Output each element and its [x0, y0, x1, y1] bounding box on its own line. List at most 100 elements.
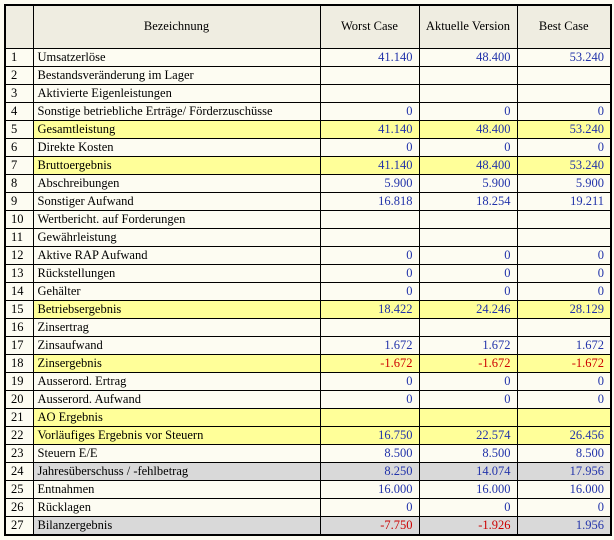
- aktuelle-version-cell[interactable]: 0: [418, 138, 518, 157]
- best-case-cell[interactable]: 19.211: [516, 192, 612, 211]
- row-label-cell[interactable]: Bilanzergebnis: [32, 516, 321, 536]
- aktuelle-version-cell[interactable]: 14.074: [418, 462, 518, 481]
- worst-case-cell[interactable]: 5.900: [319, 174, 420, 193]
- row-label-cell[interactable]: Betriebsergebnis: [32, 300, 321, 319]
- row-number-cell[interactable]: 18: [4, 354, 34, 373]
- aktuelle-version-cell[interactable]: 48.400: [418, 48, 518, 67]
- worst-case-cell[interactable]: 0: [319, 372, 420, 391]
- column-header-aktuelle-version[interactable]: Aktuelle Version: [418, 4, 518, 49]
- row-label-cell[interactable]: Gewährleistung: [32, 228, 321, 247]
- row-label-cell[interactable]: Ausserord. Aufwand: [32, 390, 321, 409]
- aktuelle-version-cell[interactable]: [418, 228, 518, 247]
- row-label-cell[interactable]: Gehälter: [32, 282, 321, 301]
- row-number-cell[interactable]: 17: [4, 336, 34, 355]
- row-label-cell[interactable]: Zinsertrag: [32, 318, 321, 337]
- worst-case-cell[interactable]: [319, 228, 420, 247]
- worst-case-cell[interactable]: 18.422: [319, 300, 420, 319]
- best-case-cell[interactable]: 0: [516, 498, 612, 517]
- best-case-cell[interactable]: 8.500: [516, 444, 612, 463]
- column-header-best-case[interactable]: Best Case: [516, 4, 612, 49]
- worst-case-cell[interactable]: 41.140: [319, 120, 420, 139]
- row-number-cell[interactable]: 20: [4, 390, 34, 409]
- aktuelle-version-cell[interactable]: 1.672: [418, 336, 518, 355]
- aktuelle-version-cell[interactable]: 22.574: [418, 426, 518, 445]
- column-header-bezeichnung[interactable]: Bezeichnung: [32, 4, 321, 49]
- best-case-cell[interactable]: 0: [516, 282, 612, 301]
- row-label-cell[interactable]: Zinsergebnis: [32, 354, 321, 373]
- best-case-cell[interactable]: 0: [516, 390, 612, 409]
- best-case-cell[interactable]: 17.956: [516, 462, 612, 481]
- row-number-cell[interactable]: 6: [4, 138, 34, 157]
- row-number-cell[interactable]: 1: [4, 48, 34, 67]
- worst-case-cell[interactable]: 0: [319, 390, 420, 409]
- row-number-cell[interactable]: 19: [4, 372, 34, 391]
- row-label-cell[interactable]: Direkte Kosten: [32, 138, 321, 157]
- worst-case-cell[interactable]: 41.140: [319, 156, 420, 175]
- row-number-cell[interactable]: 15: [4, 300, 34, 319]
- worst-case-cell[interactable]: 16.818: [319, 192, 420, 211]
- aktuelle-version-cell[interactable]: 0: [418, 282, 518, 301]
- worst-case-cell[interactable]: 0: [319, 138, 420, 157]
- row-label-cell[interactable]: Bruttoergebnis: [32, 156, 321, 175]
- worst-case-cell[interactable]: 0: [319, 246, 420, 265]
- row-label-cell[interactable]: Sonstiger Aufwand: [32, 192, 321, 211]
- row-number-cell[interactable]: 5: [4, 120, 34, 139]
- row-number-cell[interactable]: 27: [4, 516, 34, 536]
- worst-case-cell[interactable]: [319, 210, 420, 229]
- best-case-cell[interactable]: [516, 228, 612, 247]
- row-label-cell[interactable]: Rücklagen: [32, 498, 321, 517]
- aktuelle-version-cell[interactable]: 0: [418, 372, 518, 391]
- best-case-cell[interactable]: 0: [516, 264, 612, 283]
- best-case-cell[interactable]: -1.672: [516, 354, 612, 373]
- row-label-cell[interactable]: Rückstellungen: [32, 264, 321, 283]
- row-number-cell[interactable]: 11: [4, 228, 34, 247]
- aktuelle-version-cell[interactable]: 24.246: [418, 300, 518, 319]
- worst-case-cell[interactable]: 41.140: [319, 48, 420, 67]
- row-label-cell[interactable]: Entnahmen: [32, 480, 321, 499]
- aktuelle-version-cell[interactable]: 0: [418, 264, 518, 283]
- row-label-cell[interactable]: Aktivierte Eigenleistungen: [32, 84, 321, 103]
- row-label-cell[interactable]: Abschreibungen: [32, 174, 321, 193]
- row-label-cell[interactable]: Sonstige betriebliche Erträge/ Förderzus…: [32, 102, 321, 121]
- best-case-cell[interactable]: 26.456: [516, 426, 612, 445]
- best-case-cell[interactable]: [516, 210, 612, 229]
- row-label-cell[interactable]: Gesamtleistung: [32, 120, 321, 139]
- row-number-cell[interactable]: 3: [4, 84, 34, 103]
- best-case-cell[interactable]: [516, 318, 612, 337]
- row-number-cell[interactable]: 14: [4, 282, 34, 301]
- row-label-cell[interactable]: Steuern E/E: [32, 444, 321, 463]
- row-number-cell[interactable]: 2: [4, 66, 34, 85]
- row-number-cell[interactable]: 21: [4, 408, 34, 427]
- aktuelle-version-cell[interactable]: -1.672: [418, 354, 518, 373]
- row-number-cell[interactable]: 9: [4, 192, 34, 211]
- row-label-cell[interactable]: Jahresüberschuss / -fehlbetrag: [32, 462, 321, 481]
- worst-case-cell[interactable]: 8.250: [319, 462, 420, 481]
- aktuelle-version-cell[interactable]: 0: [418, 102, 518, 121]
- row-number-cell[interactable]: 12: [4, 246, 34, 265]
- worst-case-cell[interactable]: [319, 66, 420, 85]
- row-number-cell[interactable]: 26: [4, 498, 34, 517]
- row-number-cell[interactable]: 7: [4, 156, 34, 175]
- best-case-cell[interactable]: 0: [516, 372, 612, 391]
- best-case-cell[interactable]: 53.240: [516, 48, 612, 67]
- aktuelle-version-cell[interactable]: 0: [418, 390, 518, 409]
- best-case-cell[interactable]: 1.672: [516, 336, 612, 355]
- aktuelle-version-cell[interactable]: [418, 210, 518, 229]
- aktuelle-version-cell[interactable]: [418, 408, 518, 427]
- row-number-cell[interactable]: 24: [4, 462, 34, 481]
- best-case-cell[interactable]: 28.129: [516, 300, 612, 319]
- row-label-cell[interactable]: Vorläufiges Ergebnis vor Steuern: [32, 426, 321, 445]
- row-label-cell[interactable]: Ausserord. Ertrag: [32, 372, 321, 391]
- worst-case-cell[interactable]: 0: [319, 282, 420, 301]
- best-case-cell[interactable]: [516, 66, 612, 85]
- row-label-cell[interactable]: Umsatzerlöse: [32, 48, 321, 67]
- aktuelle-version-cell[interactable]: 48.400: [418, 156, 518, 175]
- aktuelle-version-cell[interactable]: 16.000: [418, 480, 518, 499]
- worst-case-cell[interactable]: [319, 408, 420, 427]
- worst-case-cell[interactable]: 16.750: [319, 426, 420, 445]
- row-label-cell[interactable]: AO Ergebnis: [32, 408, 321, 427]
- best-case-cell[interactable]: 1.956: [516, 516, 612, 536]
- aktuelle-version-cell[interactable]: 18.254: [418, 192, 518, 211]
- row-label-cell[interactable]: Aktive RAP Aufwand: [32, 246, 321, 265]
- aktuelle-version-cell[interactable]: 48.400: [418, 120, 518, 139]
